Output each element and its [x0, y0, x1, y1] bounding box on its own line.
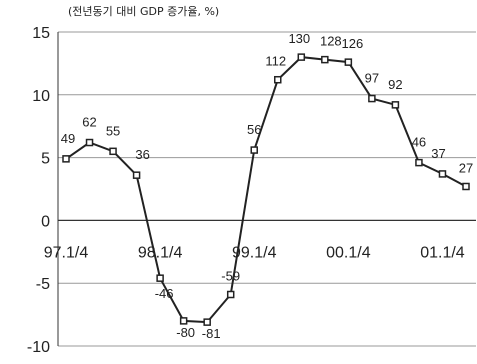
data-label: -81: [202, 326, 221, 341]
data-point: [438, 170, 447, 178]
y-tick-label: 0: [41, 213, 50, 230]
data-label: 27: [459, 160, 473, 175]
y-tick-labels: -10 -5 0 5 10 15: [27, 25, 50, 356]
x-tick-label: 99.1/4: [232, 244, 277, 261]
data-label: 46: [412, 135, 426, 150]
x-tick-label: 00.1/4: [326, 244, 371, 261]
data-point: [109, 147, 117, 156]
series-line: [65, 56, 467, 324]
data-point: [203, 318, 211, 326]
data-point: [274, 75, 282, 84]
data-point: [85, 138, 94, 147]
y-tick-label: -5: [36, 276, 50, 293]
data-point: [156, 274, 164, 282]
data-label: -59: [221, 269, 240, 284]
data-label: 92: [388, 77, 402, 92]
data-point: [179, 317, 188, 325]
chart-title: (전년동기 대비 GDP 증가율, %): [68, 5, 219, 18]
series-line-layer: [65, 56, 467, 324]
data-point: [391, 101, 400, 109]
y-tick-label: 15: [32, 25, 50, 42]
data-label: 56: [247, 122, 261, 137]
data-point: [462, 182, 470, 191]
y-tick-label: 10: [32, 88, 50, 105]
data-point: [344, 58, 353, 66]
data-point: [62, 155, 70, 163]
x-tick-label: 98.1/4: [138, 244, 183, 261]
y-tick-label: 5: [41, 151, 50, 168]
data-label: 49: [61, 131, 75, 146]
data-point: [132, 171, 141, 179]
data-label: -46: [155, 286, 174, 301]
data-label: 130: [288, 31, 310, 46]
x-tick-label: 01.1/4: [420, 244, 465, 261]
data-label: 37: [431, 146, 445, 161]
data-label: 62: [82, 115, 96, 130]
x-tick-label: 97.1/4: [44, 244, 89, 261]
data-label: 97: [365, 71, 379, 86]
data-point: [321, 55, 329, 64]
data-label: 126: [342, 36, 364, 51]
data-label: -80: [176, 325, 195, 340]
data-label: 112: [265, 54, 286, 69]
data-point-markers: [62, 53, 470, 326]
data-point: [226, 290, 235, 299]
y-tick-label: -10: [27, 339, 50, 356]
axes: [57, 32, 476, 346]
grid-lines: [58, 31, 476, 347]
data-point: [297, 53, 306, 61]
data-point: [250, 146, 258, 154]
x-tick-labels: 97.1/4 98.1/4 99.1/4 00.1/4 01.1/4: [44, 244, 465, 261]
data-label: 36: [135, 147, 149, 162]
data-label: 128: [320, 34, 342, 49]
data-point: [415, 158, 423, 167]
data-point: [368, 94, 376, 103]
data-label: 55: [106, 123, 120, 138]
